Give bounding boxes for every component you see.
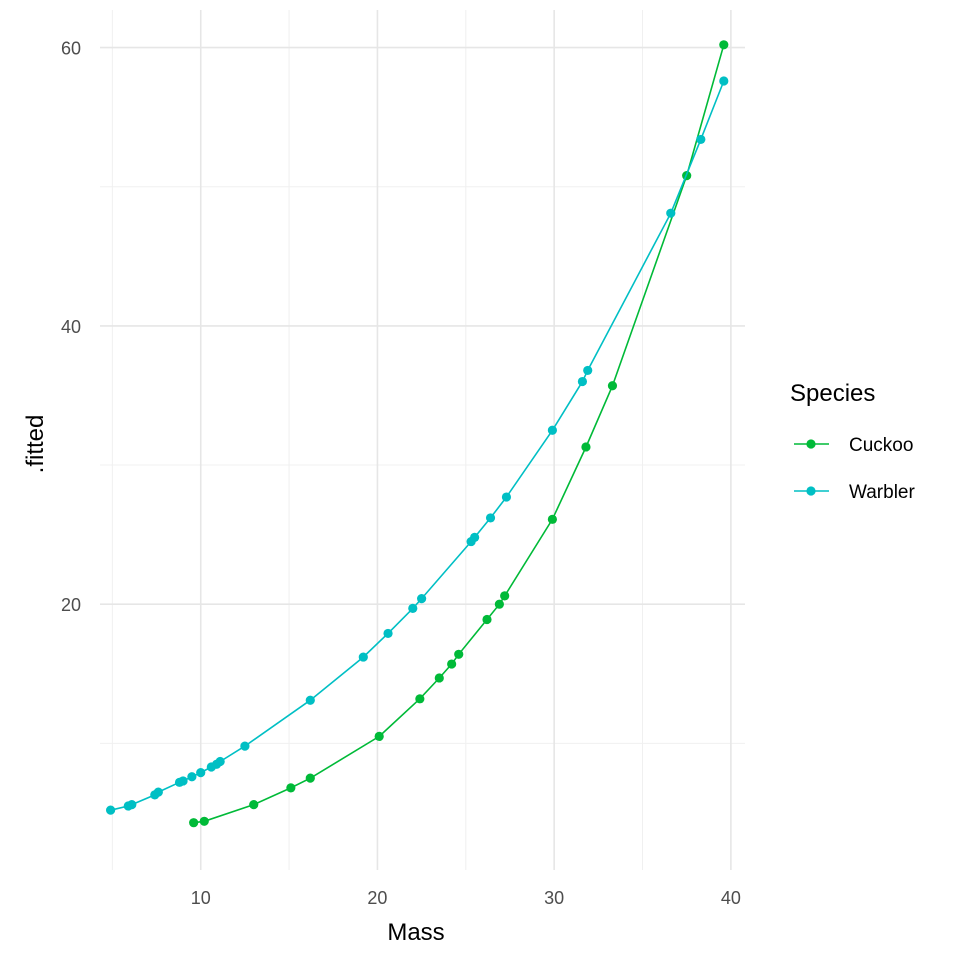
legend-title: Species [790,380,875,407]
series-cuckoo [189,40,729,828]
data-point [583,365,593,376]
legend-label: Warbler [849,482,915,503]
data-point [607,381,618,391]
grid-major [100,10,745,870]
series-layer [106,40,729,828]
data-point [249,799,259,810]
data-point [415,694,425,704]
legend-key-point [806,439,816,449]
series-line [193,44,725,824]
data-point [547,514,557,524]
data-point [127,799,137,810]
data-point [196,767,206,778]
x-tick-label: 10 [191,888,211,908]
legend-key-point [806,486,816,496]
data-point [383,628,393,639]
y-tick-label: 60 [61,39,81,59]
series-line [110,80,725,811]
x-tick-label: 40 [721,888,741,908]
data-point [454,649,464,659]
data-point [189,818,199,828]
data-point [374,731,384,742]
data-point [286,783,296,793]
legend-label: Cuckoo [849,435,913,456]
grid-minor [100,10,745,870]
legend-items: Cuckoo Warbler [794,435,915,503]
x-tick-labels: 10 20 30 40 [191,888,741,908]
data-point [153,787,163,797]
x-axis-title: Mass [387,919,444,946]
data-point [305,695,315,705]
data-point [305,773,315,783]
data-point [501,492,512,502]
data-point [408,603,418,613]
data-point [215,756,225,767]
y-tick-labels: 20 40 60 [61,39,81,616]
data-point [547,425,557,435]
series-warbler [106,76,729,815]
y-tick-label: 20 [61,595,81,615]
data-point [485,513,496,523]
data-point [494,599,504,609]
x-tick-label: 30 [544,888,564,908]
data-point [500,591,510,601]
data-point [577,376,588,387]
y-tick-label: 40 [61,317,81,337]
data-point [178,776,188,786]
data-point [240,741,250,751]
legend-item-cuckoo: Cuckoo [794,435,913,456]
data-point [417,594,427,604]
legend-item-warbler: Warbler [794,482,915,503]
legend: Species Cuckoo Warbler [790,380,915,503]
data-point [187,772,197,782]
data-point [106,805,116,815]
data-point [199,816,209,826]
data-point [447,659,457,669]
y-axis-title: .fitted [22,415,49,474]
data-point [358,652,368,662]
data-point [581,442,591,452]
data-point [434,673,444,683]
x-tick-label: 20 [367,888,387,908]
data-point [482,614,492,625]
data-point [719,40,729,50]
data-point [666,208,676,218]
data-point [696,134,706,145]
data-point [719,76,729,86]
data-point [470,532,480,543]
